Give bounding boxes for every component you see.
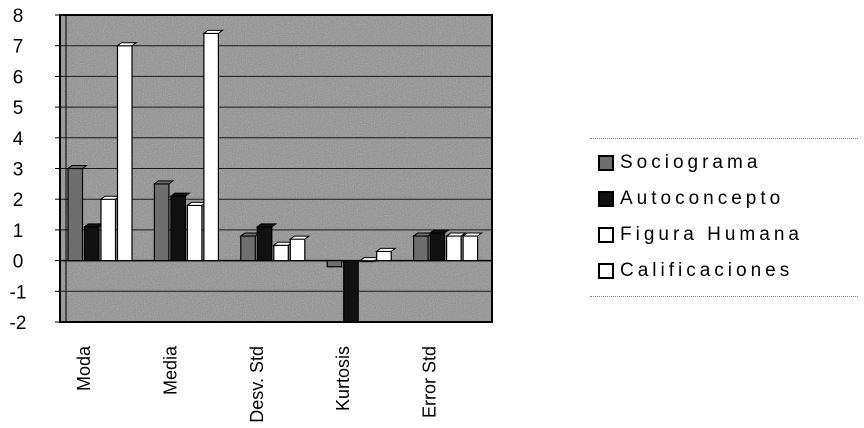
bar-top-face — [272, 241, 294, 246]
x-axis-labels: Moda Media Desv. Std Kurtosis Error Std — [74, 345, 440, 423]
bar-sociograma-4 — [413, 235, 429, 262]
bar-top-face — [375, 247, 397, 252]
y-tick-label: 5 — [13, 98, 24, 119]
y-axis-ticks: 8 7 6 5 4 3 2 1 0 -1 -2 — [10, 6, 60, 334]
bar-top-face — [116, 42, 138, 47]
legend-swatch-autoconcepto — [598, 191, 614, 207]
bar-autoconcepto-2 — [256, 226, 273, 262]
bar-calificaciones-4 — [462, 235, 479, 262]
bars — [66, 29, 484, 323]
y-tick-label: 2 — [13, 190, 24, 211]
y-tick-label: 3 — [13, 160, 24, 181]
y-tick-label: -1 — [10, 282, 27, 303]
bar-autoconcepto-1 — [170, 195, 186, 262]
legend-item-figura-humana: Figura Humana — [598, 222, 803, 248]
bar-top-face — [83, 223, 105, 228]
y-tick-label: 0 — [13, 252, 24, 273]
y-tick-label: 6 — [13, 67, 24, 88]
legend: Sociograma Autoconcepto Figura Humana Ca… — [590, 138, 858, 298]
bar-sociograma-0 — [67, 167, 84, 262]
bar-figura-humana-0 — [100, 198, 117, 262]
legend-bottom-border — [590, 296, 858, 297]
bar-top-face — [185, 201, 208, 206]
bar-figura-humana-4 — [446, 235, 462, 262]
plot-border — [59, 14, 493, 323]
y-tick-label: -2 — [10, 313, 27, 334]
legend-top-border — [590, 138, 858, 139]
bar-calificaciones-2 — [289, 238, 306, 262]
x-tick-label: Desv. Std — [247, 346, 267, 423]
bar-calificaciones-0 — [116, 45, 133, 262]
bar-top-face — [445, 232, 467, 237]
bar-top-face — [428, 229, 451, 234]
y-tick-label: 7 — [13, 37, 24, 58]
legend-label: Figura Humana — [620, 224, 803, 245]
bar-sociograma-1 — [153, 183, 170, 262]
bar-figura-humana-1 — [186, 204, 203, 262]
bar-top-face — [461, 232, 484, 237]
bar-top-face — [202, 29, 224, 34]
legend-swatch-figura-humana — [598, 227, 614, 243]
legend-swatch-sociograma — [598, 155, 614, 171]
x-tick-label: Kurtosis — [333, 346, 353, 411]
x-tick-label: Media — [160, 345, 180, 395]
bar-top-face — [99, 195, 121, 200]
bar-top-face — [152, 180, 175, 185]
bar-sociograma-3 — [326, 260, 343, 268]
legend-item-calificaciones: Calificaciones — [598, 258, 793, 284]
y-tick-label: 1 — [13, 221, 24, 242]
bar-autoconcepto-3 — [343, 260, 359, 323]
bar-top-face — [255, 223, 278, 228]
x-tick-label: Error Std — [420, 346, 440, 418]
bar-calificaciones-3 — [376, 250, 392, 262]
bar-top-face — [358, 257, 381, 262]
bar-sociograma-2 — [240, 235, 256, 262]
legend-label: Calificaciones — [620, 260, 794, 281]
bar-calificaciones-1 — [203, 32, 219, 262]
legend-swatch-calificaciones — [598, 263, 614, 279]
bar-top-face — [288, 235, 311, 240]
bar-top-face — [169, 192, 191, 197]
bar-top-face — [66, 165, 88, 169]
legend-label: Autoconcepto — [620, 188, 785, 209]
legend-item-autoconcepto: Autoconcepto — [598, 186, 784, 212]
bar-top-face — [412, 232, 434, 237]
x-tick-label: Moda — [74, 345, 94, 391]
bar-top-face — [239, 232, 261, 237]
legend-label: Sociograma — [620, 152, 762, 173]
legend-item-sociograma: Sociograma — [598, 150, 761, 176]
bar-autoconcepto-4 — [429, 232, 446, 262]
bar-autoconcepto-0 — [83, 226, 100, 262]
y-tick-label: 4 — [13, 129, 24, 150]
bar-figura-humana-2 — [273, 244, 289, 262]
y-tick-label: 8 — [13, 6, 24, 27]
